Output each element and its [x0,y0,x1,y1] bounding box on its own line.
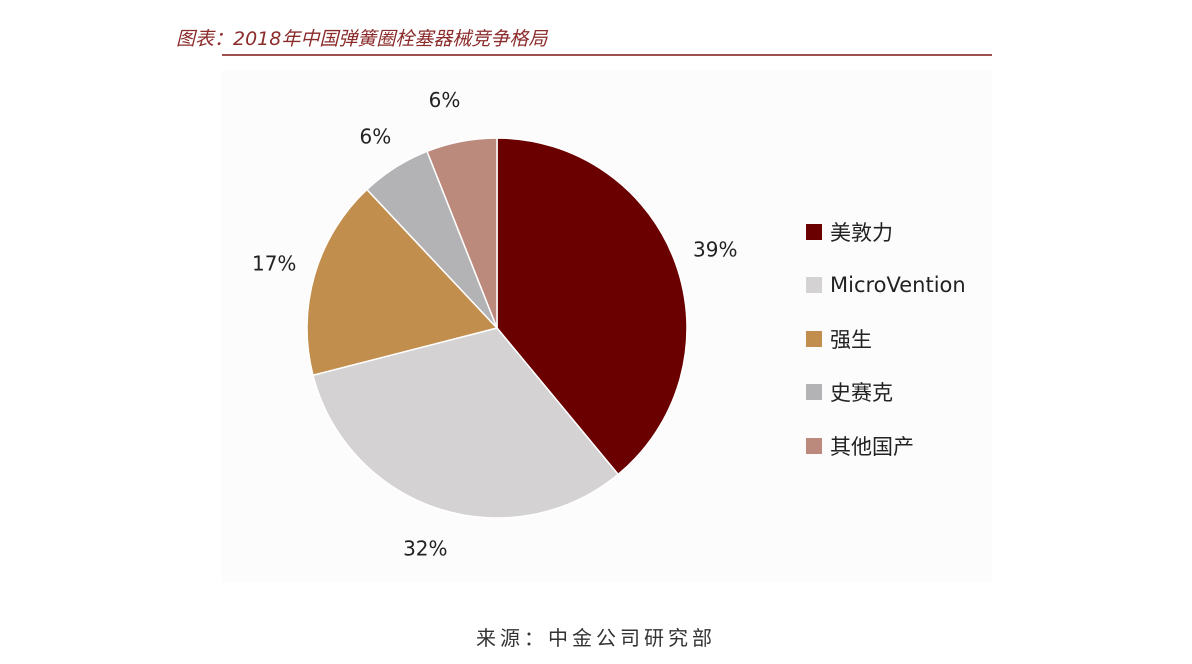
legend-item: 史赛克 [806,366,966,420]
data-label-1: 32% [403,537,447,561]
legend-swatch [806,384,822,401]
chart-title: 图表：2018年中国弹簧圈栓塞器械竞争格局 [176,28,548,50]
data-label-2: 17% [252,251,296,275]
legend-item: 美敦力 [806,205,966,259]
data-label-0: 39% [693,237,737,261]
legend-label: 强生 [830,327,872,352]
pie-slice-2 [306,188,499,377]
legend-swatch [806,330,822,347]
legend: 美敦力 MicroVention 强生史赛克其他国产 [806,205,966,473]
pie-slice-1 [312,327,620,519]
title-divider [222,54,992,56]
legend-swatch [806,437,822,454]
data-label-4: 6% [429,88,461,112]
legend-label: 史赛克 [830,381,893,406]
data-label-3: 6% [360,124,392,148]
legend-item: 其他国产 [806,419,966,473]
pie-slice-4 [426,137,498,329]
legend-swatch [806,277,822,294]
legend-item: MicroVention [806,259,966,313]
legend-label: 美敦力 [830,220,893,245]
source-note: 来源：中金公司研究部 [476,626,716,650]
pie-slice-0 [496,137,688,476]
legend-label: 其他国产 [830,434,914,459]
legend-label: MicroVention [830,273,966,298]
legend-item: 强生 [806,312,966,366]
legend-swatch [806,223,822,240]
